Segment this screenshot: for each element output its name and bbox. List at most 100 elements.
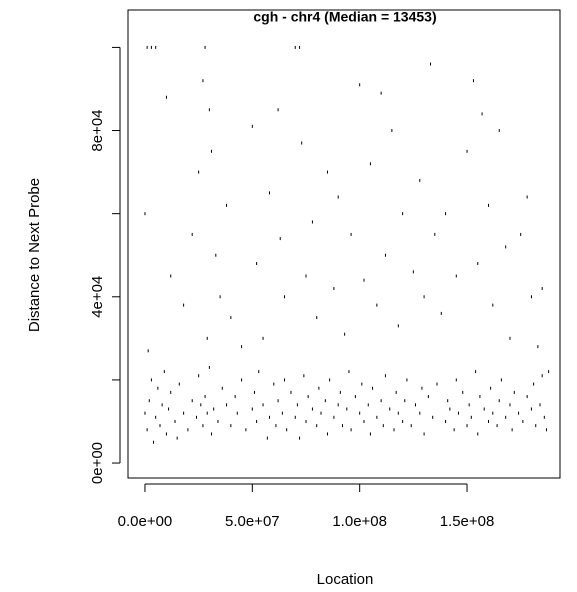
point <box>466 424 468 428</box>
point <box>147 349 149 353</box>
point <box>359 83 361 87</box>
point <box>496 424 498 428</box>
point <box>191 232 193 236</box>
point <box>150 45 152 49</box>
point <box>155 415 157 419</box>
point <box>320 411 322 415</box>
point <box>436 382 438 386</box>
point <box>262 336 264 340</box>
point <box>404 399 406 403</box>
point <box>277 399 279 403</box>
point <box>170 390 172 394</box>
y-tick-label: 0e+00 <box>89 442 106 484</box>
point <box>301 141 303 145</box>
point <box>363 278 365 282</box>
point <box>230 316 232 320</box>
point <box>423 432 425 436</box>
point <box>299 436 301 440</box>
point <box>537 345 539 349</box>
point <box>245 428 247 432</box>
point <box>165 95 167 99</box>
point <box>204 395 206 399</box>
point <box>202 79 204 83</box>
point <box>191 399 193 403</box>
point <box>539 403 541 407</box>
point <box>470 415 472 419</box>
point <box>511 428 513 432</box>
point <box>543 415 545 419</box>
point <box>211 432 213 436</box>
point <box>290 390 292 394</box>
point <box>157 386 159 390</box>
point <box>419 411 421 415</box>
point <box>509 336 511 340</box>
point <box>236 411 238 415</box>
point <box>284 295 286 299</box>
point <box>251 124 253 128</box>
point <box>477 432 479 436</box>
point <box>213 407 215 411</box>
point <box>406 378 408 382</box>
point <box>253 390 255 394</box>
point <box>281 411 283 415</box>
point <box>481 112 483 116</box>
point <box>195 415 197 419</box>
point <box>198 374 200 378</box>
point <box>440 311 442 315</box>
point <box>311 407 313 411</box>
point <box>206 336 208 340</box>
x-tick-label: 1.5e+08 <box>440 513 495 530</box>
chart-title: cgh - chr4 (Median = 13453) <box>253 9 436 25</box>
y-tick-label: 8e+04 <box>89 109 106 151</box>
point <box>361 382 363 386</box>
point <box>483 407 485 411</box>
point <box>187 428 189 432</box>
point <box>423 295 425 299</box>
point <box>296 403 298 407</box>
point <box>472 79 474 83</box>
point <box>526 395 528 399</box>
point <box>148 399 150 403</box>
point <box>526 195 528 199</box>
point <box>466 149 468 153</box>
point <box>219 295 221 299</box>
point <box>350 428 352 432</box>
point <box>204 45 206 49</box>
point <box>159 424 161 428</box>
point <box>397 411 399 415</box>
point <box>430 62 432 66</box>
point <box>449 407 451 411</box>
point <box>384 253 386 257</box>
x-axis-title: Location <box>317 571 374 588</box>
point <box>208 108 210 112</box>
point <box>395 390 397 394</box>
point <box>372 386 374 390</box>
y-axis-title: Distance to Next Probe <box>26 178 43 332</box>
point <box>509 403 511 407</box>
point <box>363 419 365 423</box>
point <box>275 424 277 428</box>
point <box>217 419 219 423</box>
point <box>397 324 399 328</box>
point <box>305 274 307 278</box>
point <box>256 419 258 423</box>
point <box>215 253 217 257</box>
point <box>146 45 148 49</box>
point <box>333 286 335 290</box>
point <box>174 419 176 423</box>
point <box>376 303 378 307</box>
point <box>202 424 204 428</box>
point <box>170 274 172 278</box>
point <box>533 382 535 386</box>
point <box>226 403 228 407</box>
point <box>505 245 507 249</box>
point <box>414 403 416 407</box>
point <box>311 220 313 224</box>
point <box>307 395 309 399</box>
point <box>369 162 371 166</box>
point <box>492 411 494 415</box>
point <box>367 403 369 407</box>
point <box>344 332 346 336</box>
point <box>548 370 550 374</box>
point <box>498 399 500 403</box>
